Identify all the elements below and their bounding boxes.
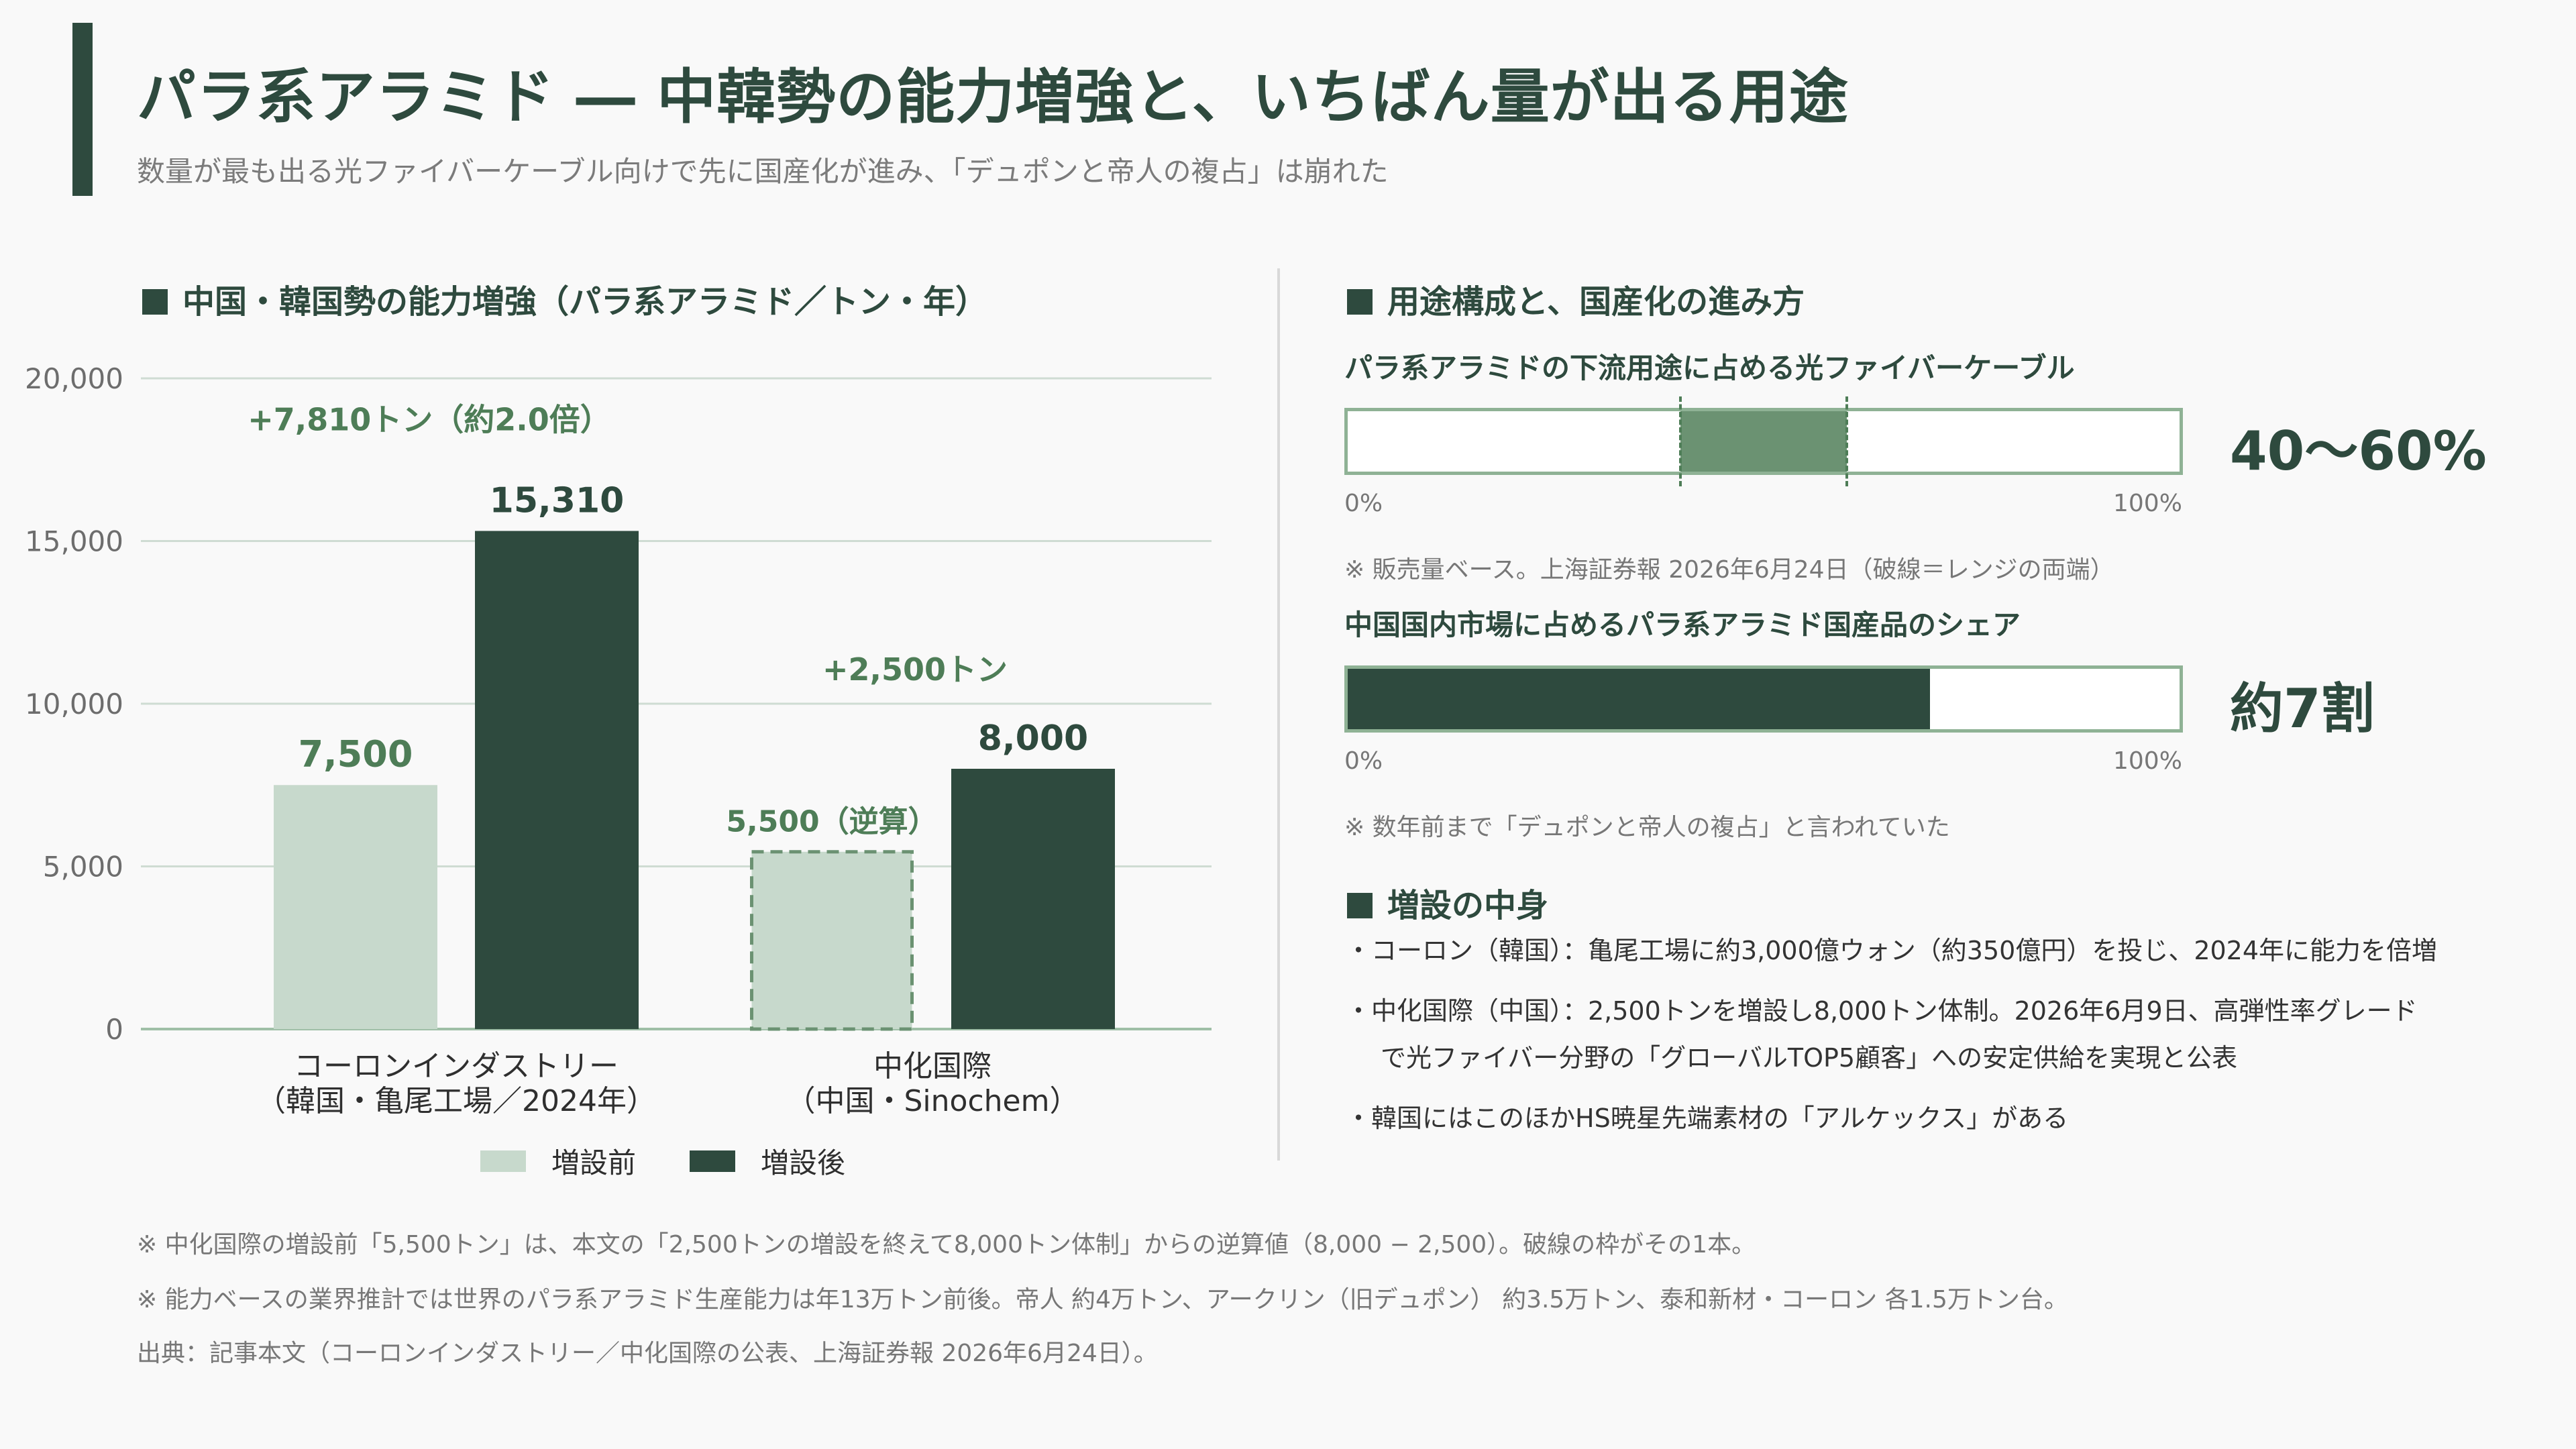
domestic-share-label: 中国国内市場に占めるパラ系アラミド国産品のシェア — [1344, 608, 2021, 641]
detail-item-kolon: ・コーロン（韓国）：亀尾工場に約3,000億ウォン（約350億円）を投じ、202… — [1346, 936, 2438, 965]
legend-label-before: 増設前 — [551, 1146, 637, 1179]
usage-section-heading: 用途構成と、国産化の進み方 — [1347, 275, 1805, 322]
fiber-share-bar — [1344, 396, 2183, 486]
fiber-scale-min: 0% — [1344, 490, 1383, 517]
legend-item-after: 増設後 — [690, 1140, 845, 1181]
x-category-label: （韓国・亀尾工場／2024年） — [256, 1084, 656, 1118]
bar-after — [951, 769, 1115, 1029]
detail-item-sinochem-cont: で光ファイバー分野の「グローバルTOP5顧客」への安定供給を実現と公表 — [1381, 1043, 2238, 1073]
increase-annotation: +7,810トン（約2.0倍） — [248, 401, 611, 437]
domestic-share-fill — [1348, 669, 1930, 729]
domestic-share-value: 約7割 — [2230, 678, 2375, 740]
bar-value-label: 5,500（逆算） — [726, 804, 937, 839]
range-high-marker — [1845, 396, 1848, 486]
chart-section-heading: 中国・韓国勢の能力増強（パラ系アラミド／トン・年） — [142, 275, 987, 322]
details-heading-text: 増設の中身 — [1387, 887, 1549, 924]
x-category-label: コーロンインダストリー — [294, 1049, 619, 1083]
y-tick-label: 10,000 — [25, 688, 123, 720]
legend-swatch-after — [690, 1150, 736, 1172]
capacity-bar-chart: 0 5,000 10,000 15,000 20,000 7,500 15,310 +7,81… — [25, 362, 1212, 1118]
bar-value-label: 15,310 — [490, 480, 625, 521]
bar-value-label: 7,500 — [299, 733, 413, 775]
y-tick-label: 15,000 — [25, 525, 123, 558]
fiber-share-value: 40〜60% — [2230, 420, 2487, 482]
domestic-scale-min: 0% — [1344, 747, 1383, 775]
domestic-share-bar — [1344, 665, 2183, 733]
bar-value-label: 8,000 — [978, 718, 1088, 759]
usage-heading-text: 用途構成と、国産化の進み方 — [1387, 283, 1805, 321]
page-subtitle: 数量が最も出る光ファイバーケーブル向けで先に国産化が進み、「デュポンと帝人の複占… — [137, 155, 1389, 188]
section-divider — [1277, 268, 1280, 1161]
fiber-share-note: ※ 販売量ベース。上海証券報 2026年6月24日（破線＝レンジの両端） — [1344, 556, 2114, 584]
domestic-scale-max: 100% — [2113, 747, 2182, 775]
detail-item-hyosung: ・韓国にはこのほかHS暁星先端素材の「アルケックス」がある — [1346, 1104, 2069, 1133]
detail-item-sinochem: ・中化国際（中国）：2,500トンを増設し8,000トン体制。2026年6月9日… — [1346, 996, 2418, 1026]
y-tick-label: 5,000 — [43, 851, 123, 883]
y-tick-label: 20,000 — [25, 362, 123, 395]
details-heading: 増設の中身 — [1347, 879, 1548, 926]
bar-before — [750, 850, 914, 1031]
footnote-2: ※ 能力ベースの業界推計では世界のパラ系アラミド生産能力は年13万トン前後。帝人… — [137, 1286, 2068, 1313]
legend-label-after: 増設後 — [761, 1146, 846, 1179]
square-bullet-icon — [1347, 289, 1373, 315]
y-tick-label: 0 — [105, 1013, 123, 1046]
x-category-label: （中国・Sinochem） — [786, 1084, 1079, 1118]
square-bullet-icon — [142, 289, 168, 315]
fiber-share-label: パラ系アラミドの下流用途に占める光ファイバーケーブル — [1344, 352, 2075, 384]
square-bullet-icon — [1347, 893, 1373, 918]
fiber-scale-max: 100% — [2113, 490, 2182, 517]
chart-heading-text: 中国・韓国勢の能力増強（パラ系アラミド／トン・年） — [182, 283, 988, 321]
legend-item-before: 増設前 — [480, 1140, 636, 1181]
legend-swatch-before — [480, 1150, 526, 1172]
chart-legend: 増設前 増設後 — [480, 1140, 845, 1181]
footnote-1: ※ 中化国際の増設前「5,500トン」は、本文の「2,500トンの増設を終えて8… — [137, 1231, 1756, 1258]
x-category-label: 中化国際 — [873, 1049, 991, 1083]
source-note: 出典：記事本文（コーロンインダストリー／中化国際の公表、上海証券報 2026年6… — [137, 1340, 1158, 1367]
fiber-share-range-fill — [1680, 411, 1847, 472]
page-title: パラ系アラミド ― 中韓勢の能力増強と、いちばん量が出る用途 — [137, 62, 1849, 131]
range-low-marker — [1679, 396, 1682, 486]
title-accent-bar — [72, 23, 93, 196]
bar-after — [475, 531, 639, 1029]
bar-before — [274, 785, 437, 1029]
increase-annotation: +2,500トン — [822, 651, 1008, 688]
domestic-share-note: ※ 数年前まで「デュポンと帝人の複占」と言われていた — [1344, 814, 1950, 841]
